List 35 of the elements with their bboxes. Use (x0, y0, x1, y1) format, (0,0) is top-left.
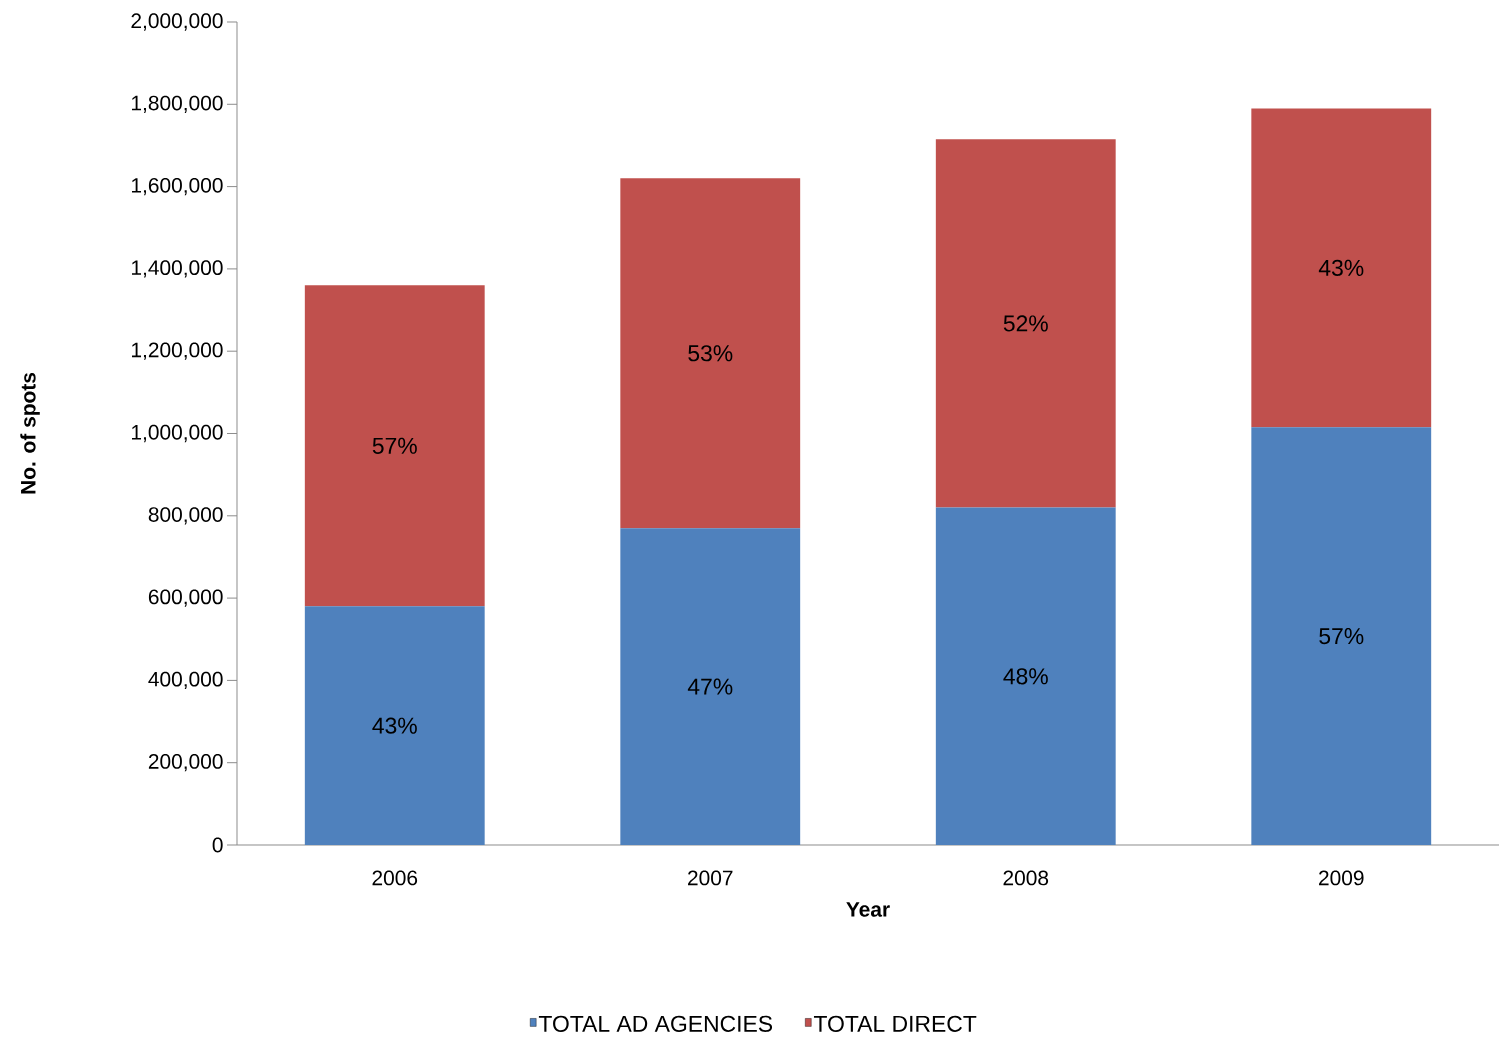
x-tick-label: 2009 (1319, 870, 1364, 886)
annotation: 43% (372, 717, 417, 734)
y-tick-label: 1,800,000 (132, 95, 223, 113)
y-tick-label: 1,200,000 (132, 342, 223, 360)
x-tick-label: 2008 (1003, 870, 1049, 886)
annotation: 47% (687, 678, 733, 695)
bar (935, 139, 1116, 508)
y-tick-label: 1,600,000 (132, 177, 223, 196)
y-tick-label: 1,400,000 (132, 260, 223, 278)
y-axis-title: No. of spots (20, 372, 40, 494)
x-tick-label: 2006 (372, 870, 418, 886)
bar (620, 178, 801, 529)
legend-label: TOTAL DIRECT (813, 1015, 977, 1032)
bar (1251, 427, 1432, 845)
bar (620, 528, 801, 845)
y-tick-label: 0 (212, 837, 223, 853)
annotation: 43% (1318, 259, 1364, 276)
x-tick-label: 2007 (688, 870, 733, 886)
y-tick-label: 200,000 (148, 754, 223, 772)
bar (1251, 108, 1432, 428)
annotation: 57% (1319, 628, 1364, 645)
y-tick-label: 600,000 (148, 589, 223, 607)
annotation: 53% (688, 345, 733, 362)
bar (304, 606, 485, 845)
y-tick-label: 1,000,000 (132, 424, 223, 443)
y-tick-label: 2,000,000 (131, 13, 223, 31)
annotation: 48% (1003, 668, 1048, 685)
bar (304, 285, 485, 607)
bar (935, 507, 1116, 845)
annotation: 52% (1003, 315, 1048, 332)
y-tick-label: 400,000 (148, 671, 223, 690)
legend-label: TOTAL AD AGENCIES (538, 1015, 773, 1032)
y-tick-label: 800,000 (148, 507, 223, 525)
x-axis-title: Year (846, 902, 890, 917)
annotation: 57% (372, 437, 417, 454)
